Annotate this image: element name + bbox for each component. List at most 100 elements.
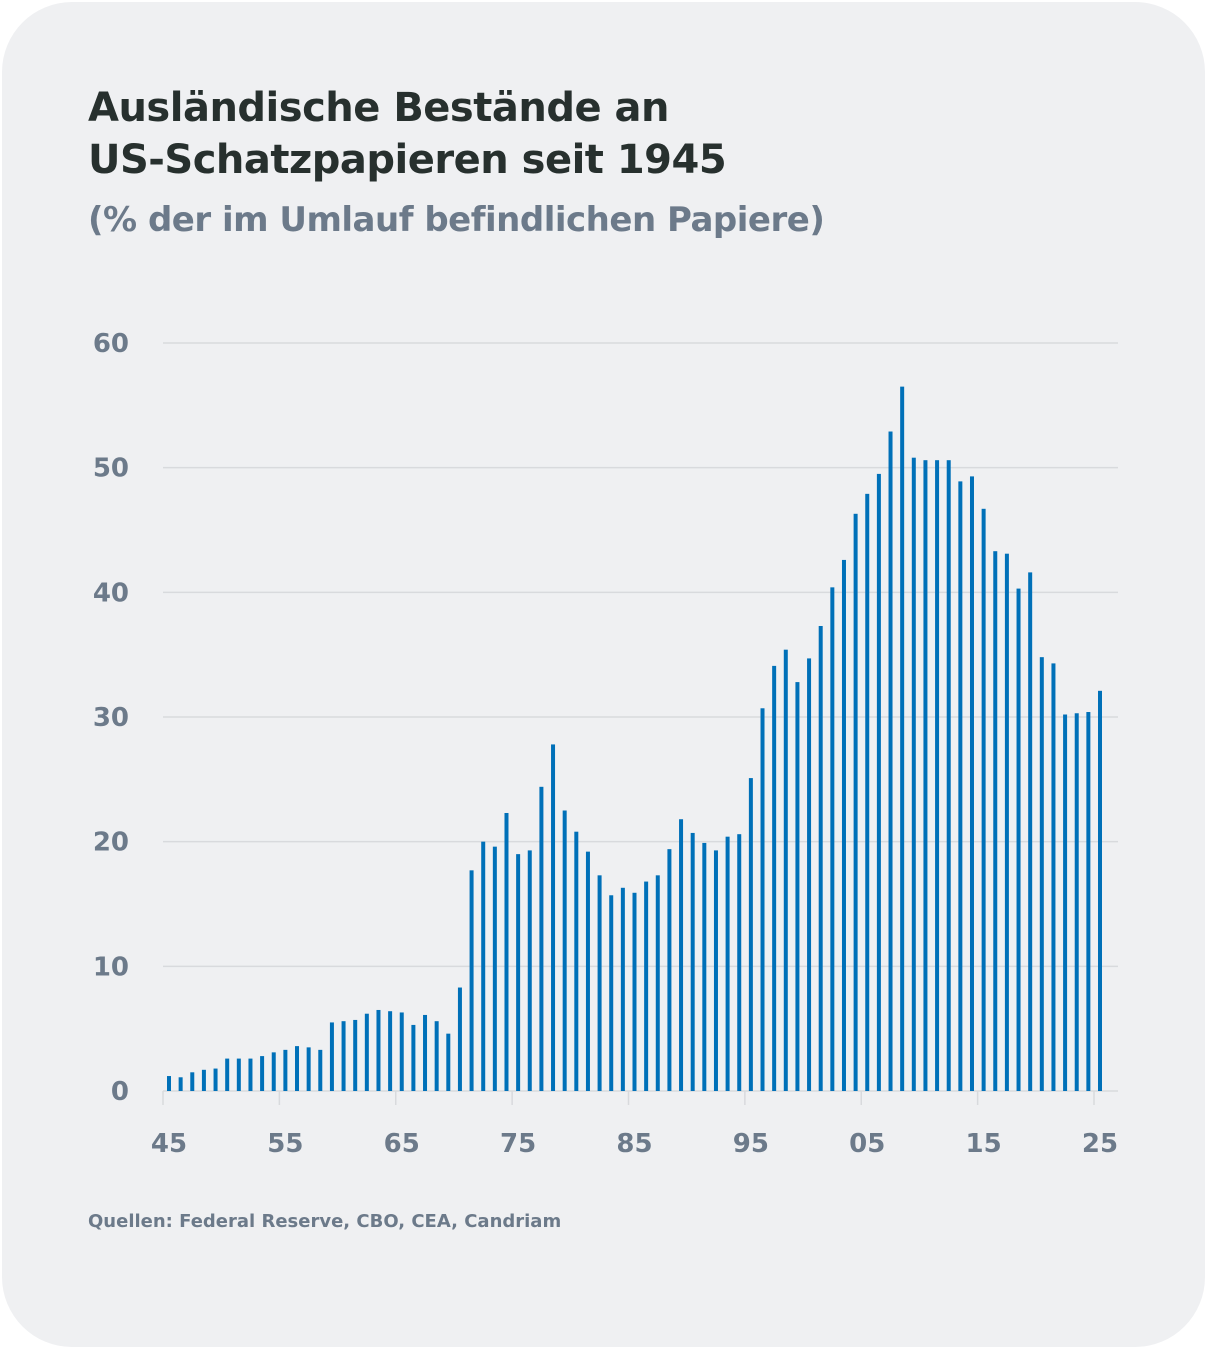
bar <box>911 457 916 1091</box>
y-tick-label: 20 <box>93 828 129 858</box>
bar <box>1063 714 1068 1091</box>
bar <box>702 842 707 1091</box>
bar <box>923 460 928 1092</box>
bar <box>341 1021 346 1091</box>
x-tick-label: 75 <box>500 1129 536 1159</box>
bar <box>690 832 695 1091</box>
chart-title-line-2: US-Schatzpapieren seit 1945 <box>88 137 727 183</box>
bar <box>516 854 521 1091</box>
y-tick-label: 10 <box>93 952 129 982</box>
bar <box>1004 553 1009 1091</box>
x-tick-label: 85 <box>616 1129 652 1159</box>
bar <box>1086 712 1091 1091</box>
bar <box>1051 663 1056 1091</box>
bar <box>388 1011 393 1091</box>
bar <box>167 1076 171 1091</box>
x-tick-label: 45 <box>151 1129 187 1159</box>
bar <box>644 881 649 1091</box>
gridlines <box>163 342 1118 1092</box>
bar <box>434 1021 439 1091</box>
bar <box>539 786 544 1091</box>
bar <box>295 1046 300 1091</box>
bar <box>888 431 893 1092</box>
bar <box>737 834 742 1091</box>
bar <box>713 850 718 1091</box>
chart-title-line-1: Ausländische Bestände an <box>88 85 670 131</box>
bar <box>1098 690 1102 1091</box>
chart-title: Ausländische Bestände an US-Schatzpapier… <box>88 82 727 186</box>
bar <box>492 846 497 1091</box>
x-tick-label: 95 <box>733 1129 769 1159</box>
bar <box>504 812 509 1091</box>
bar <box>225 1058 230 1091</box>
bar <box>655 875 660 1091</box>
bar <box>830 587 835 1091</box>
bar <box>574 831 579 1091</box>
bar <box>969 476 974 1092</box>
bar <box>876 473 881 1091</box>
bar <box>958 481 963 1091</box>
x-tick-label: 15 <box>966 1129 1002 1159</box>
bar <box>1016 588 1021 1091</box>
y-tick-label: 50 <box>93 454 129 484</box>
bar <box>818 625 823 1091</box>
bar <box>620 887 625 1091</box>
bar <box>1028 572 1033 1091</box>
bar <box>993 551 998 1091</box>
bar <box>807 658 812 1091</box>
bar <box>329 1022 334 1091</box>
bar <box>748 778 753 1091</box>
bar <box>562 810 567 1091</box>
bar <box>283 1049 288 1091</box>
bar <box>585 851 590 1091</box>
bar <box>411 1024 416 1091</box>
bar <box>457 987 462 1091</box>
bar <box>841 559 846 1091</box>
x-tick-label: 05 <box>849 1129 885 1159</box>
bar <box>446 1033 451 1091</box>
bar <box>679 819 684 1091</box>
bar <box>201 1069 206 1091</box>
x-tick-label: 55 <box>267 1129 303 1159</box>
bar <box>271 1052 276 1091</box>
bar <box>783 649 788 1091</box>
bars <box>167 386 1102 1092</box>
x-tick-label: 65 <box>384 1129 420 1159</box>
bar <box>772 665 777 1091</box>
bar <box>481 841 486 1091</box>
bar <box>260 1056 265 1091</box>
y-tick-label: 0 <box>111 1077 129 1107</box>
bar <box>423 1014 428 1091</box>
bar <box>760 708 765 1091</box>
bar <box>248 1058 253 1091</box>
bar <box>1074 713 1079 1091</box>
bar <box>469 870 474 1091</box>
bar <box>178 1077 183 1091</box>
bar <box>318 1049 323 1091</box>
bar <box>667 849 672 1091</box>
bar <box>946 460 951 1092</box>
chart-subtitle: (% der im Umlauf befindlichen Papiere) <box>88 200 825 240</box>
bar <box>1039 657 1044 1091</box>
bar <box>900 386 905 1092</box>
bar <box>853 513 858 1091</box>
bar <box>725 836 730 1091</box>
bar <box>376 1009 381 1091</box>
bar <box>353 1019 358 1091</box>
x-axis: 45 55 65 75 85 95 05 15 25 <box>151 1091 1118 1159</box>
bar <box>551 744 556 1091</box>
y-tick-label: 30 <box>93 703 129 733</box>
bar <box>865 493 870 1091</box>
bar <box>190 1072 195 1091</box>
y-tick-label: 40 <box>93 578 129 608</box>
bar <box>632 892 637 1091</box>
y-axis: 0 10 20 30 40 50 60 <box>93 329 129 1107</box>
y-tick-label: 60 <box>93 329 129 359</box>
bar <box>597 875 602 1091</box>
bar <box>236 1058 241 1091</box>
bar <box>981 508 986 1092</box>
bar <box>935 460 940 1092</box>
bar <box>306 1047 311 1091</box>
